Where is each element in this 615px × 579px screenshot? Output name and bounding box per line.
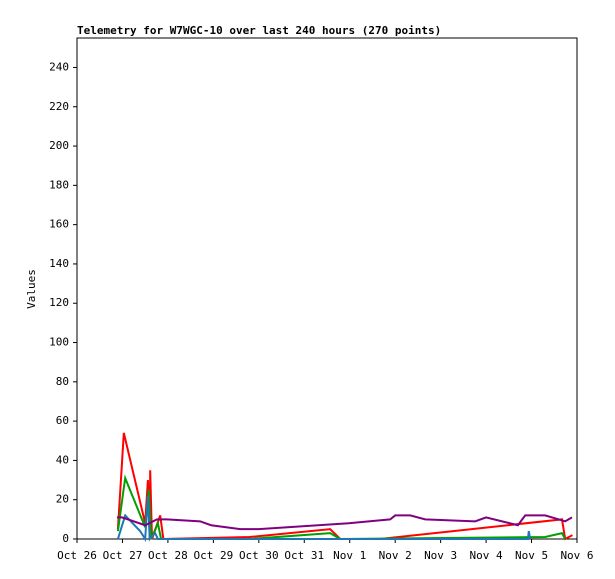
y-tick-label: 0 bbox=[62, 532, 69, 545]
x-tick-label: Oct 26 bbox=[57, 549, 97, 562]
y-tick-label: 160 bbox=[49, 218, 69, 231]
y-tick-label: 120 bbox=[49, 296, 69, 309]
x-tick-label: Oct 31 bbox=[284, 549, 324, 562]
x-tick-label: Nov 1 bbox=[333, 549, 366, 562]
y-tick-label: 100 bbox=[49, 336, 69, 349]
y-tick-label: 220 bbox=[49, 100, 69, 113]
chart-title: Telemetry for W7WGC-10 over last 240 hou… bbox=[77, 24, 441, 37]
y-tick-label: 140 bbox=[49, 257, 69, 270]
x-tick-label: Nov 2 bbox=[379, 549, 412, 562]
plot-frame bbox=[76, 37, 578, 540]
y-tick-label: 240 bbox=[49, 60, 69, 73]
x-tick-label: Oct 30 bbox=[239, 549, 279, 562]
y-tick-label: 20 bbox=[56, 493, 69, 506]
series-line bbox=[116, 474, 567, 541]
series-line bbox=[116, 495, 532, 543]
y-tick-label: 180 bbox=[49, 178, 69, 191]
y-tick-label: 200 bbox=[49, 139, 69, 152]
x-tick-label: Nov 3 bbox=[424, 549, 457, 562]
x-tick-label: Nov 5 bbox=[515, 549, 548, 562]
x-tick-label: Oct 29 bbox=[193, 549, 233, 562]
series-line bbox=[117, 514, 573, 531]
y-tick-label: 60 bbox=[56, 414, 69, 427]
y-tick-label: 80 bbox=[56, 375, 69, 388]
x-tick-label: Nov 4 bbox=[470, 549, 503, 562]
y-tick-label: 40 bbox=[56, 453, 69, 466]
x-tick-label: Oct 28 bbox=[148, 549, 188, 562]
x-tick-label: Nov 6 bbox=[560, 549, 593, 562]
x-tick-label: Oct 27 bbox=[103, 549, 143, 562]
y-axis-label: Values bbox=[25, 269, 38, 309]
